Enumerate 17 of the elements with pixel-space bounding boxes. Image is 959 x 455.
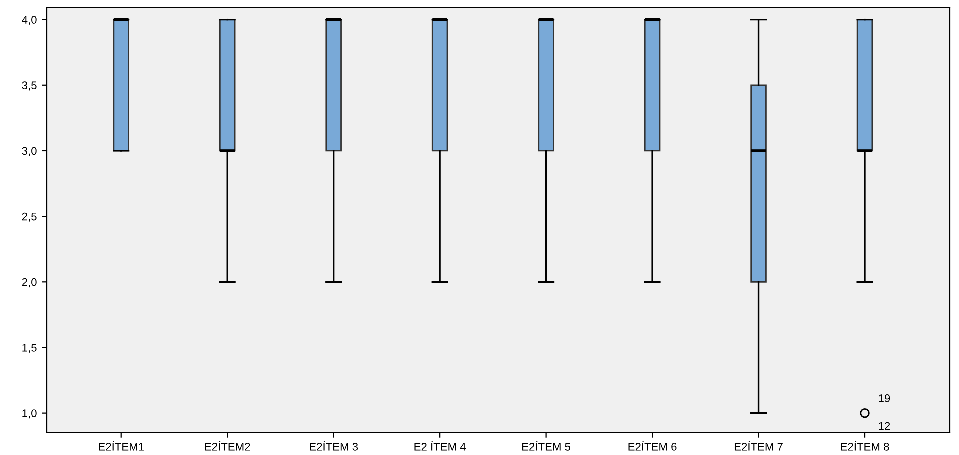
y-tick-label: 2,0 — [22, 278, 37, 288]
annotation: 19 — [879, 394, 890, 402]
x-tick-label: E2ÍTEM 3 — [310, 441, 358, 451]
annotation: 12 — [879, 422, 890, 430]
y-tick-label: 1,0 — [22, 410, 37, 419]
y-tick-label: 4,0 — [22, 16, 37, 26]
x-tick-label: E2ÍTEM 5 — [522, 441, 571, 451]
y-tick-label: 3,0 — [22, 147, 37, 156]
x-tick-label: E2ÍTEM1 — [99, 441, 144, 451]
y-tick-label: 3,5 — [22, 82, 37, 91]
y-tick-label: 1,5 — [22, 344, 37, 354]
x-tick-label: E2ÍTEM 6 — [628, 441, 677, 451]
x-tick-label: E2 ÍTEM 4 — [414, 441, 466, 451]
x-tick-label: E2ÍTEM2 — [205, 441, 250, 451]
x-tick-label: E2ÍTEM 7 — [734, 441, 783, 451]
y-tick-label: 2,5 — [22, 212, 37, 222]
x-tick-label: E2ÍTEM 8 — [841, 441, 890, 451]
